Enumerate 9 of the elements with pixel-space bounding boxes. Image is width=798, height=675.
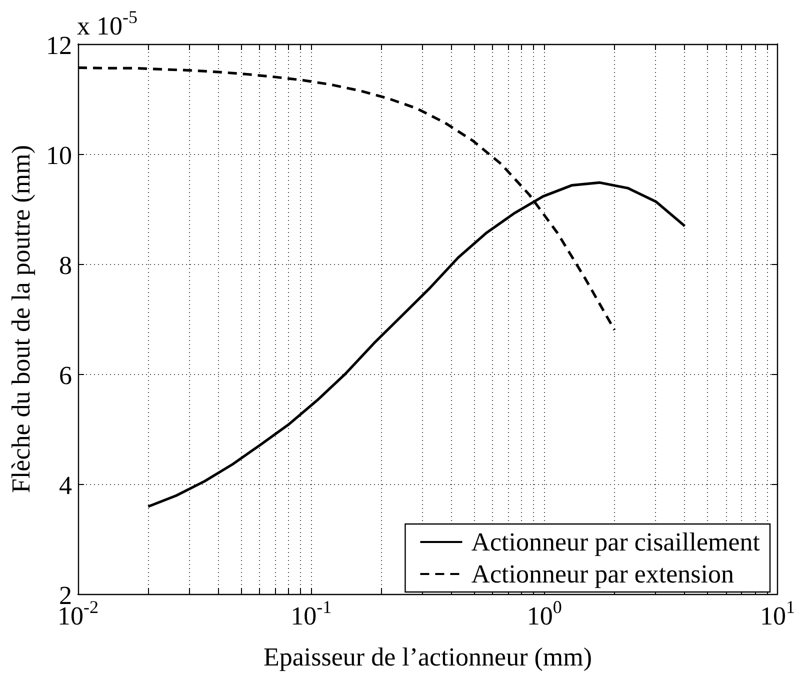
x-axis-title: Epaisseur de l’actionneur (mm) [264,642,592,672]
y-tick-label: 12 [46,31,72,60]
y-tick-label: 4 [59,471,72,500]
y-tick-label: 8 [59,251,72,280]
y-tick-label: 10 [46,141,72,170]
legend-label: Actionneur par extension [471,560,734,588]
legend-label: Actionneur par cisaillement [471,528,761,556]
y-tick-label: 6 [59,361,72,390]
y-axis-title: Flèche du bout de la poutre (mm) [6,144,36,494]
